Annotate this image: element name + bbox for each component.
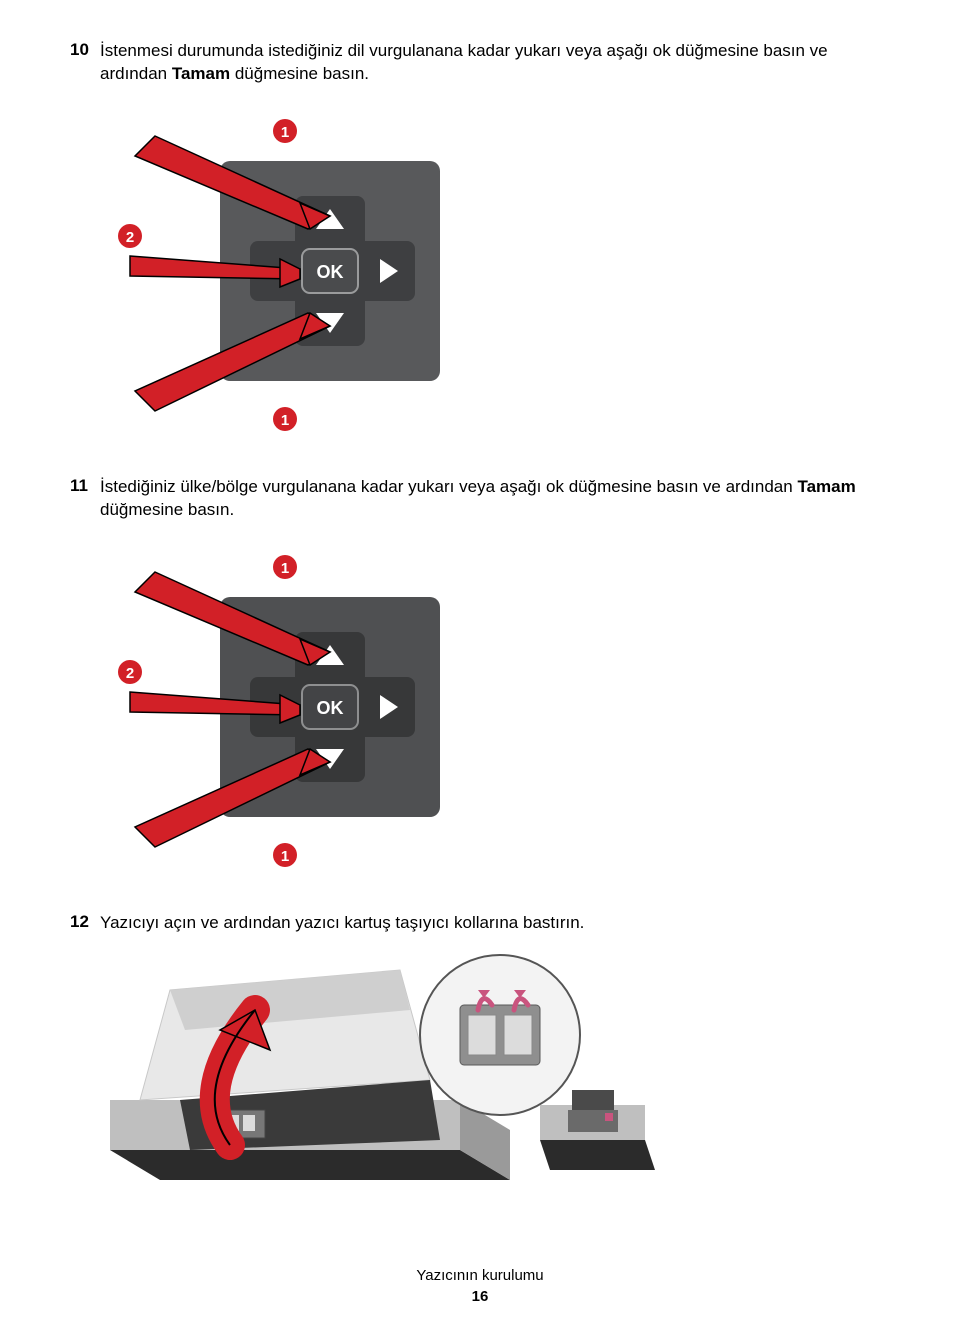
step-number: 11 [70,476,100,496]
step-text-plain: Yazıcıyı açın ve ardından yazıcı kartuş … [100,913,584,932]
svg-text:1: 1 [281,848,289,865]
step-text-after: düğmesine basın. [230,64,369,83]
svg-text:2: 2 [126,229,134,246]
figure-ok-panel-1: OK 1 2 1 [100,101,890,446]
step-number: 10 [70,40,100,60]
step-number: 12 [70,912,100,932]
figure-printer-open [100,950,890,1205]
svg-text:1: 1 [281,412,289,429]
step-text-bold: Tamam [797,477,855,496]
step-text: Yazıcıyı açın ve ardından yazıcı kartuş … [100,912,584,935]
step-text-bold: Tamam [172,64,230,83]
page-footer: Yazıcının kurulumu 16 [0,1267,960,1305]
footer-title: Yazıcının kurulumu [0,1267,960,1284]
svg-text:OK: OK [317,262,344,282]
step-text-after: düğmesine basın. [100,500,234,519]
step-10: 10 İstenmesi durumunda istediğiniz dil v… [70,40,890,86]
svg-text:2: 2 [126,665,134,682]
step-11: 11 İstediğiniz ülke/bölge vurgulanana ka… [70,476,890,522]
svg-text:1: 1 [281,124,289,141]
svg-text:1: 1 [281,560,289,577]
step-text: İstediğiniz ülke/bölge vurgulanana kadar… [100,476,890,522]
step-12: 12 Yazıcıyı açın ve ardından yazıcı kart… [70,912,890,935]
svg-text:OK: OK [317,698,344,718]
footer-page-number: 16 [0,1288,960,1305]
step-text-before: İstediğiniz ülke/bölge vurgulanana kadar… [100,477,797,496]
step-text: İstenmesi durumunda istediğiniz dil vurg… [100,40,890,86]
figure-ok-panel-2: OK 1 2 1 [100,537,890,882]
